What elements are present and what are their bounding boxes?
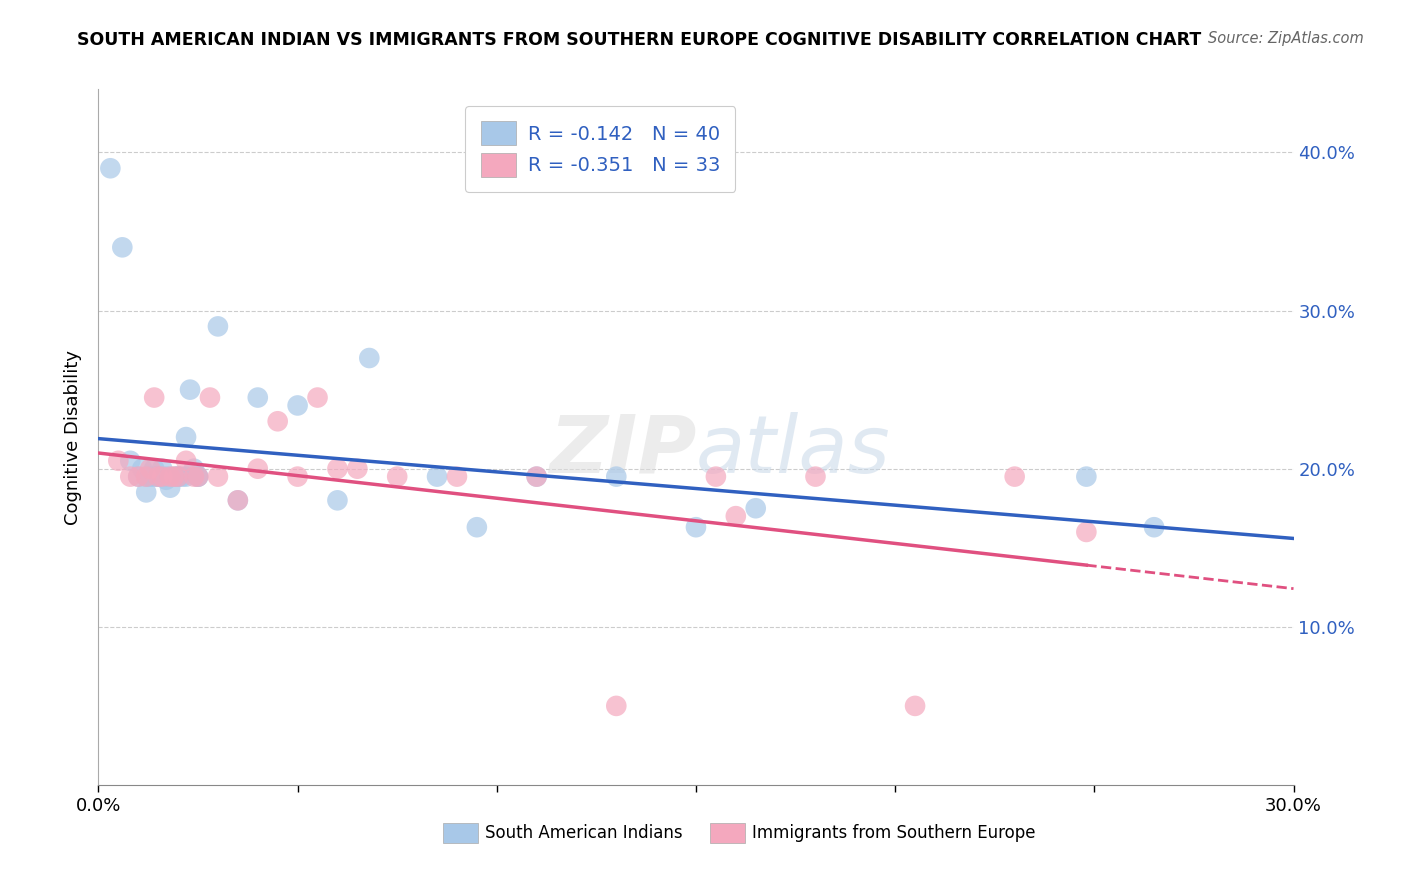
Point <box>120 454 142 468</box>
Point <box>139 461 162 475</box>
Point <box>148 469 170 483</box>
Text: SOUTH AMERICAN INDIAN VS IMMIGRANTS FROM SOUTHERN EUROPE COGNITIVE DISABILITY CO: SOUTH AMERICAN INDIAN VS IMMIGRANTS FROM… <box>77 31 1202 49</box>
Point <box>226 493 249 508</box>
Y-axis label: Cognitive Disability: Cognitive Disability <box>63 350 82 524</box>
Point <box>904 698 927 713</box>
Point <box>804 469 827 483</box>
Point <box>1143 520 1166 534</box>
Point <box>135 469 157 483</box>
Point <box>724 509 747 524</box>
Point <box>167 469 190 483</box>
Point <box>526 469 548 483</box>
Point <box>174 430 197 444</box>
Point <box>226 493 249 508</box>
Point <box>179 383 201 397</box>
Point <box>163 469 186 483</box>
Point <box>246 461 269 475</box>
Point <box>326 461 349 475</box>
Point <box>183 469 205 483</box>
Point <box>704 469 727 483</box>
Point <box>148 469 170 483</box>
Text: Source: ZipAtlas.com: Source: ZipAtlas.com <box>1208 31 1364 46</box>
Text: South American Indians: South American Indians <box>485 824 683 842</box>
Point <box>287 469 309 483</box>
Point <box>143 391 166 405</box>
Point <box>187 469 209 483</box>
Point <box>446 469 468 483</box>
Point <box>159 481 181 495</box>
Point <box>1076 469 1098 483</box>
Point <box>98 161 122 176</box>
Point <box>198 391 221 405</box>
Point <box>155 469 177 483</box>
Text: atlas: atlas <box>696 412 891 490</box>
Point <box>187 469 209 483</box>
Point <box>150 461 173 475</box>
Point <box>307 391 329 405</box>
Text: ZIP: ZIP <box>548 412 696 490</box>
Point <box>685 520 707 534</box>
Point <box>150 469 173 483</box>
Point <box>131 461 153 475</box>
Point <box>174 454 197 468</box>
Point <box>187 469 209 483</box>
Point <box>246 391 269 405</box>
Point <box>127 469 149 483</box>
Point <box>159 469 181 483</box>
Point <box>143 469 166 483</box>
Point <box>326 493 349 508</box>
Point <box>120 469 142 483</box>
Point <box>526 469 548 483</box>
Point <box>135 485 157 500</box>
Point <box>287 399 309 413</box>
Point <box>139 469 162 483</box>
Point <box>346 461 368 475</box>
Point <box>207 469 229 483</box>
Point <box>107 454 129 468</box>
Point <box>174 469 197 483</box>
Point <box>267 414 290 428</box>
Point <box>207 319 229 334</box>
Point <box>155 473 177 487</box>
Point <box>359 351 381 365</box>
Point <box>143 461 166 475</box>
Point <box>163 469 186 483</box>
Point <box>111 240 134 254</box>
Point <box>167 469 190 483</box>
Point <box>183 461 205 475</box>
Point <box>1076 524 1098 539</box>
Point <box>605 698 627 713</box>
Text: Immigrants from Southern Europe: Immigrants from Southern Europe <box>752 824 1036 842</box>
Point <box>385 469 409 483</box>
Point <box>426 469 449 483</box>
Point <box>148 469 170 483</box>
Point <box>745 501 768 516</box>
Point <box>465 520 488 534</box>
Point <box>167 469 190 483</box>
Point <box>1004 469 1026 483</box>
Point <box>135 469 157 483</box>
Point <box>605 469 627 483</box>
Point <box>172 469 194 483</box>
Point <box>127 469 149 483</box>
Legend: R = -0.142   N = 40, R = -0.351   N = 33: R = -0.142 N = 40, R = -0.351 N = 33 <box>465 106 735 192</box>
